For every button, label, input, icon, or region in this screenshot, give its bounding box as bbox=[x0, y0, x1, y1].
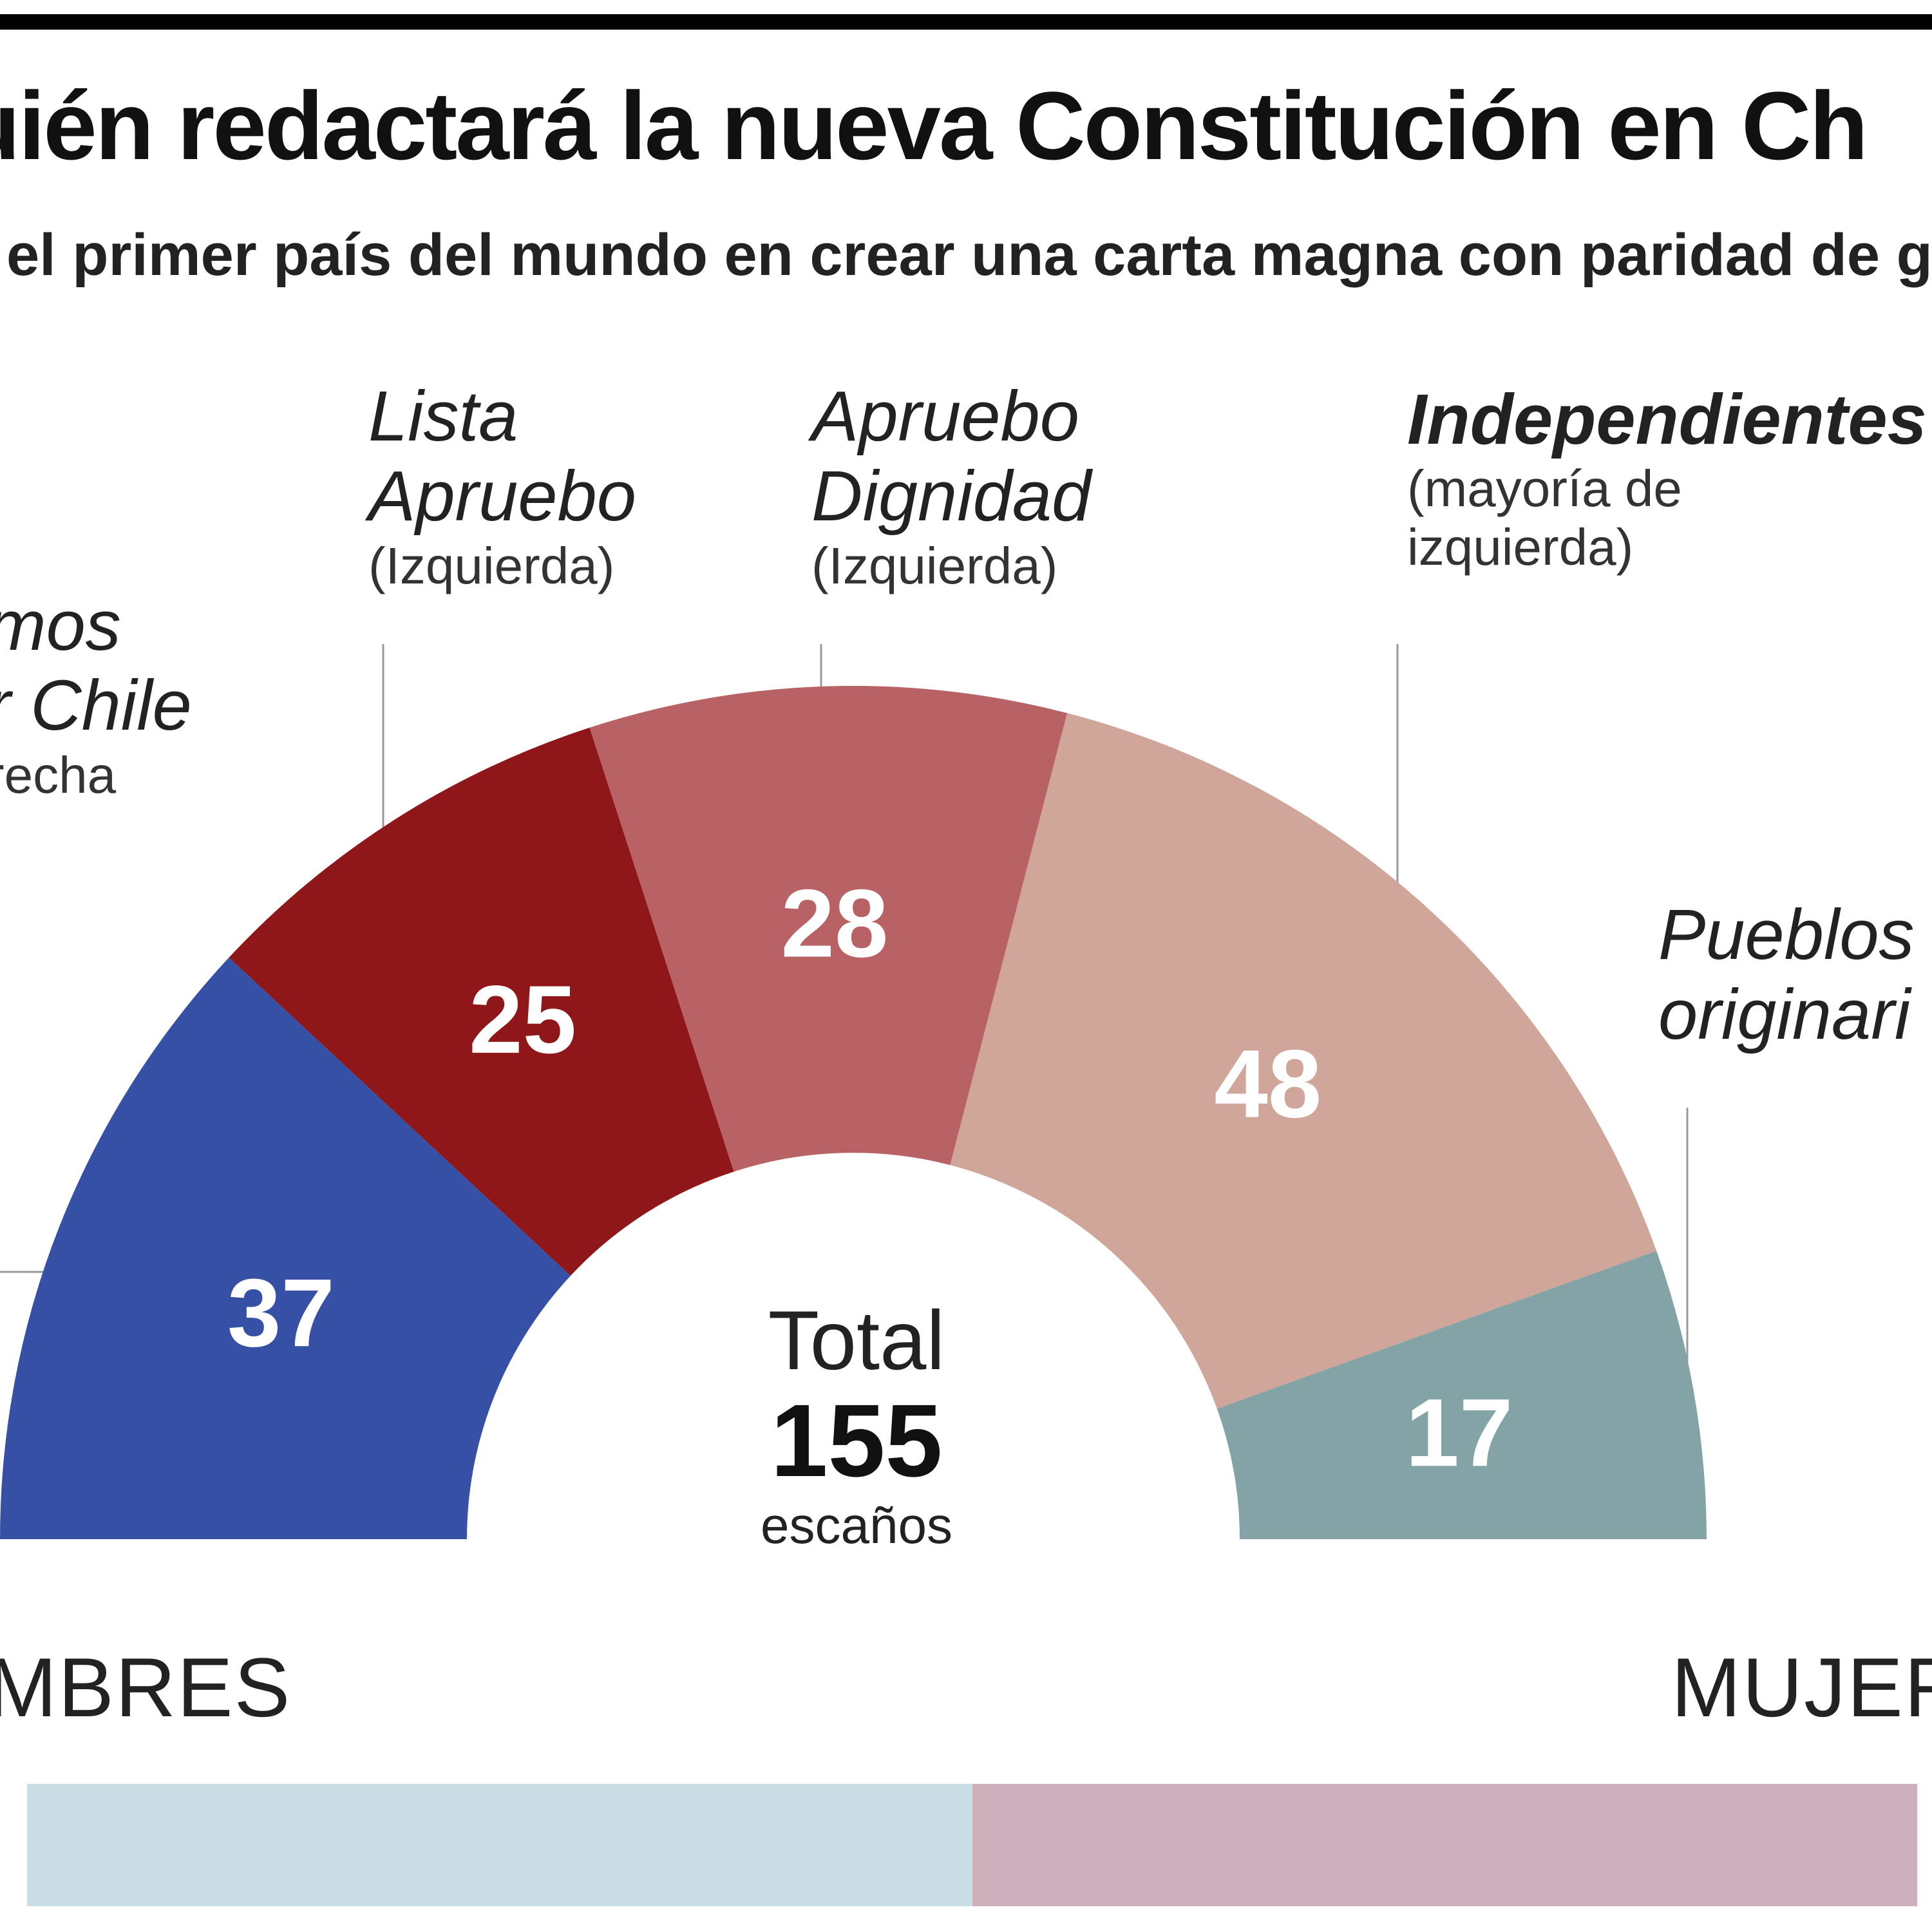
group-label-apruebo-dignidad: Apruebo Dignidad (Izquierda) bbox=[811, 377, 1091, 595]
total-value: 155 bbox=[770, 1383, 943, 1498]
group-label-lista-apruebo: Lista Apruebo (Izquierda) bbox=[368, 377, 636, 595]
group-note: (mayoría de izquierda) bbox=[1407, 460, 1682, 576]
group-note: (Izquierda) bbox=[811, 536, 1058, 594]
gender-bar-men bbox=[27, 1784, 972, 1906]
gender-label-right: MUJER bbox=[1671, 1640, 1932, 1734]
group-note: (Izquierda) bbox=[368, 536, 615, 594]
group-name: mos r Chile bbox=[0, 586, 192, 746]
group-label-pueblos-originarios: Pueblos originari bbox=[1658, 895, 1915, 1056]
group-name: Apruebo Dignidad bbox=[811, 377, 1092, 536]
group-name: Independientes bbox=[1407, 380, 1927, 459]
segment-values: 37 25 28 48 17 bbox=[227, 869, 1513, 1486]
segment-1 bbox=[229, 727, 734, 1276]
group-name: Lista Apruebo bbox=[368, 377, 636, 536]
segment-4 bbox=[1217, 1251, 1707, 1539]
segment-value-0: 37 bbox=[227, 1258, 335, 1367]
group-label-vamos-por-chile: mos r Chile recha bbox=[0, 586, 192, 804]
segment-value-1: 25 bbox=[469, 965, 576, 1074]
gender-bar-women bbox=[972, 1784, 1917, 1906]
segment-value-2: 28 bbox=[781, 869, 889, 977]
segment-2 bbox=[589, 686, 1068, 1172]
group-note: recha bbox=[0, 746, 117, 804]
group-label-independientes: Independientes (mayoría de izquierda) bbox=[1407, 380, 1927, 576]
segment-3 bbox=[950, 713, 1657, 1409]
segment-value-3: 48 bbox=[1214, 1030, 1321, 1138]
leader-lines bbox=[0, 644, 1689, 1365]
gender-label-left: MBRES bbox=[0, 1640, 292, 1734]
segment-value-4: 17 bbox=[1405, 1378, 1513, 1486]
top-rule bbox=[0, 14, 1932, 30]
total-unit: escaños bbox=[761, 1497, 952, 1554]
segment-0 bbox=[0, 957, 571, 1539]
segments bbox=[0, 686, 1707, 1539]
chart-subtitle: el primer país del mundo en crear una ca… bbox=[6, 222, 1932, 288]
chart-title: uién redactará la nueva Constitución en … bbox=[0, 71, 1868, 180]
group-name: Pueblos originari bbox=[1658, 895, 1915, 1055]
total-label: Total bbox=[768, 1293, 945, 1387]
total-box: Total 155 escaños bbox=[728, 1294, 985, 1557]
